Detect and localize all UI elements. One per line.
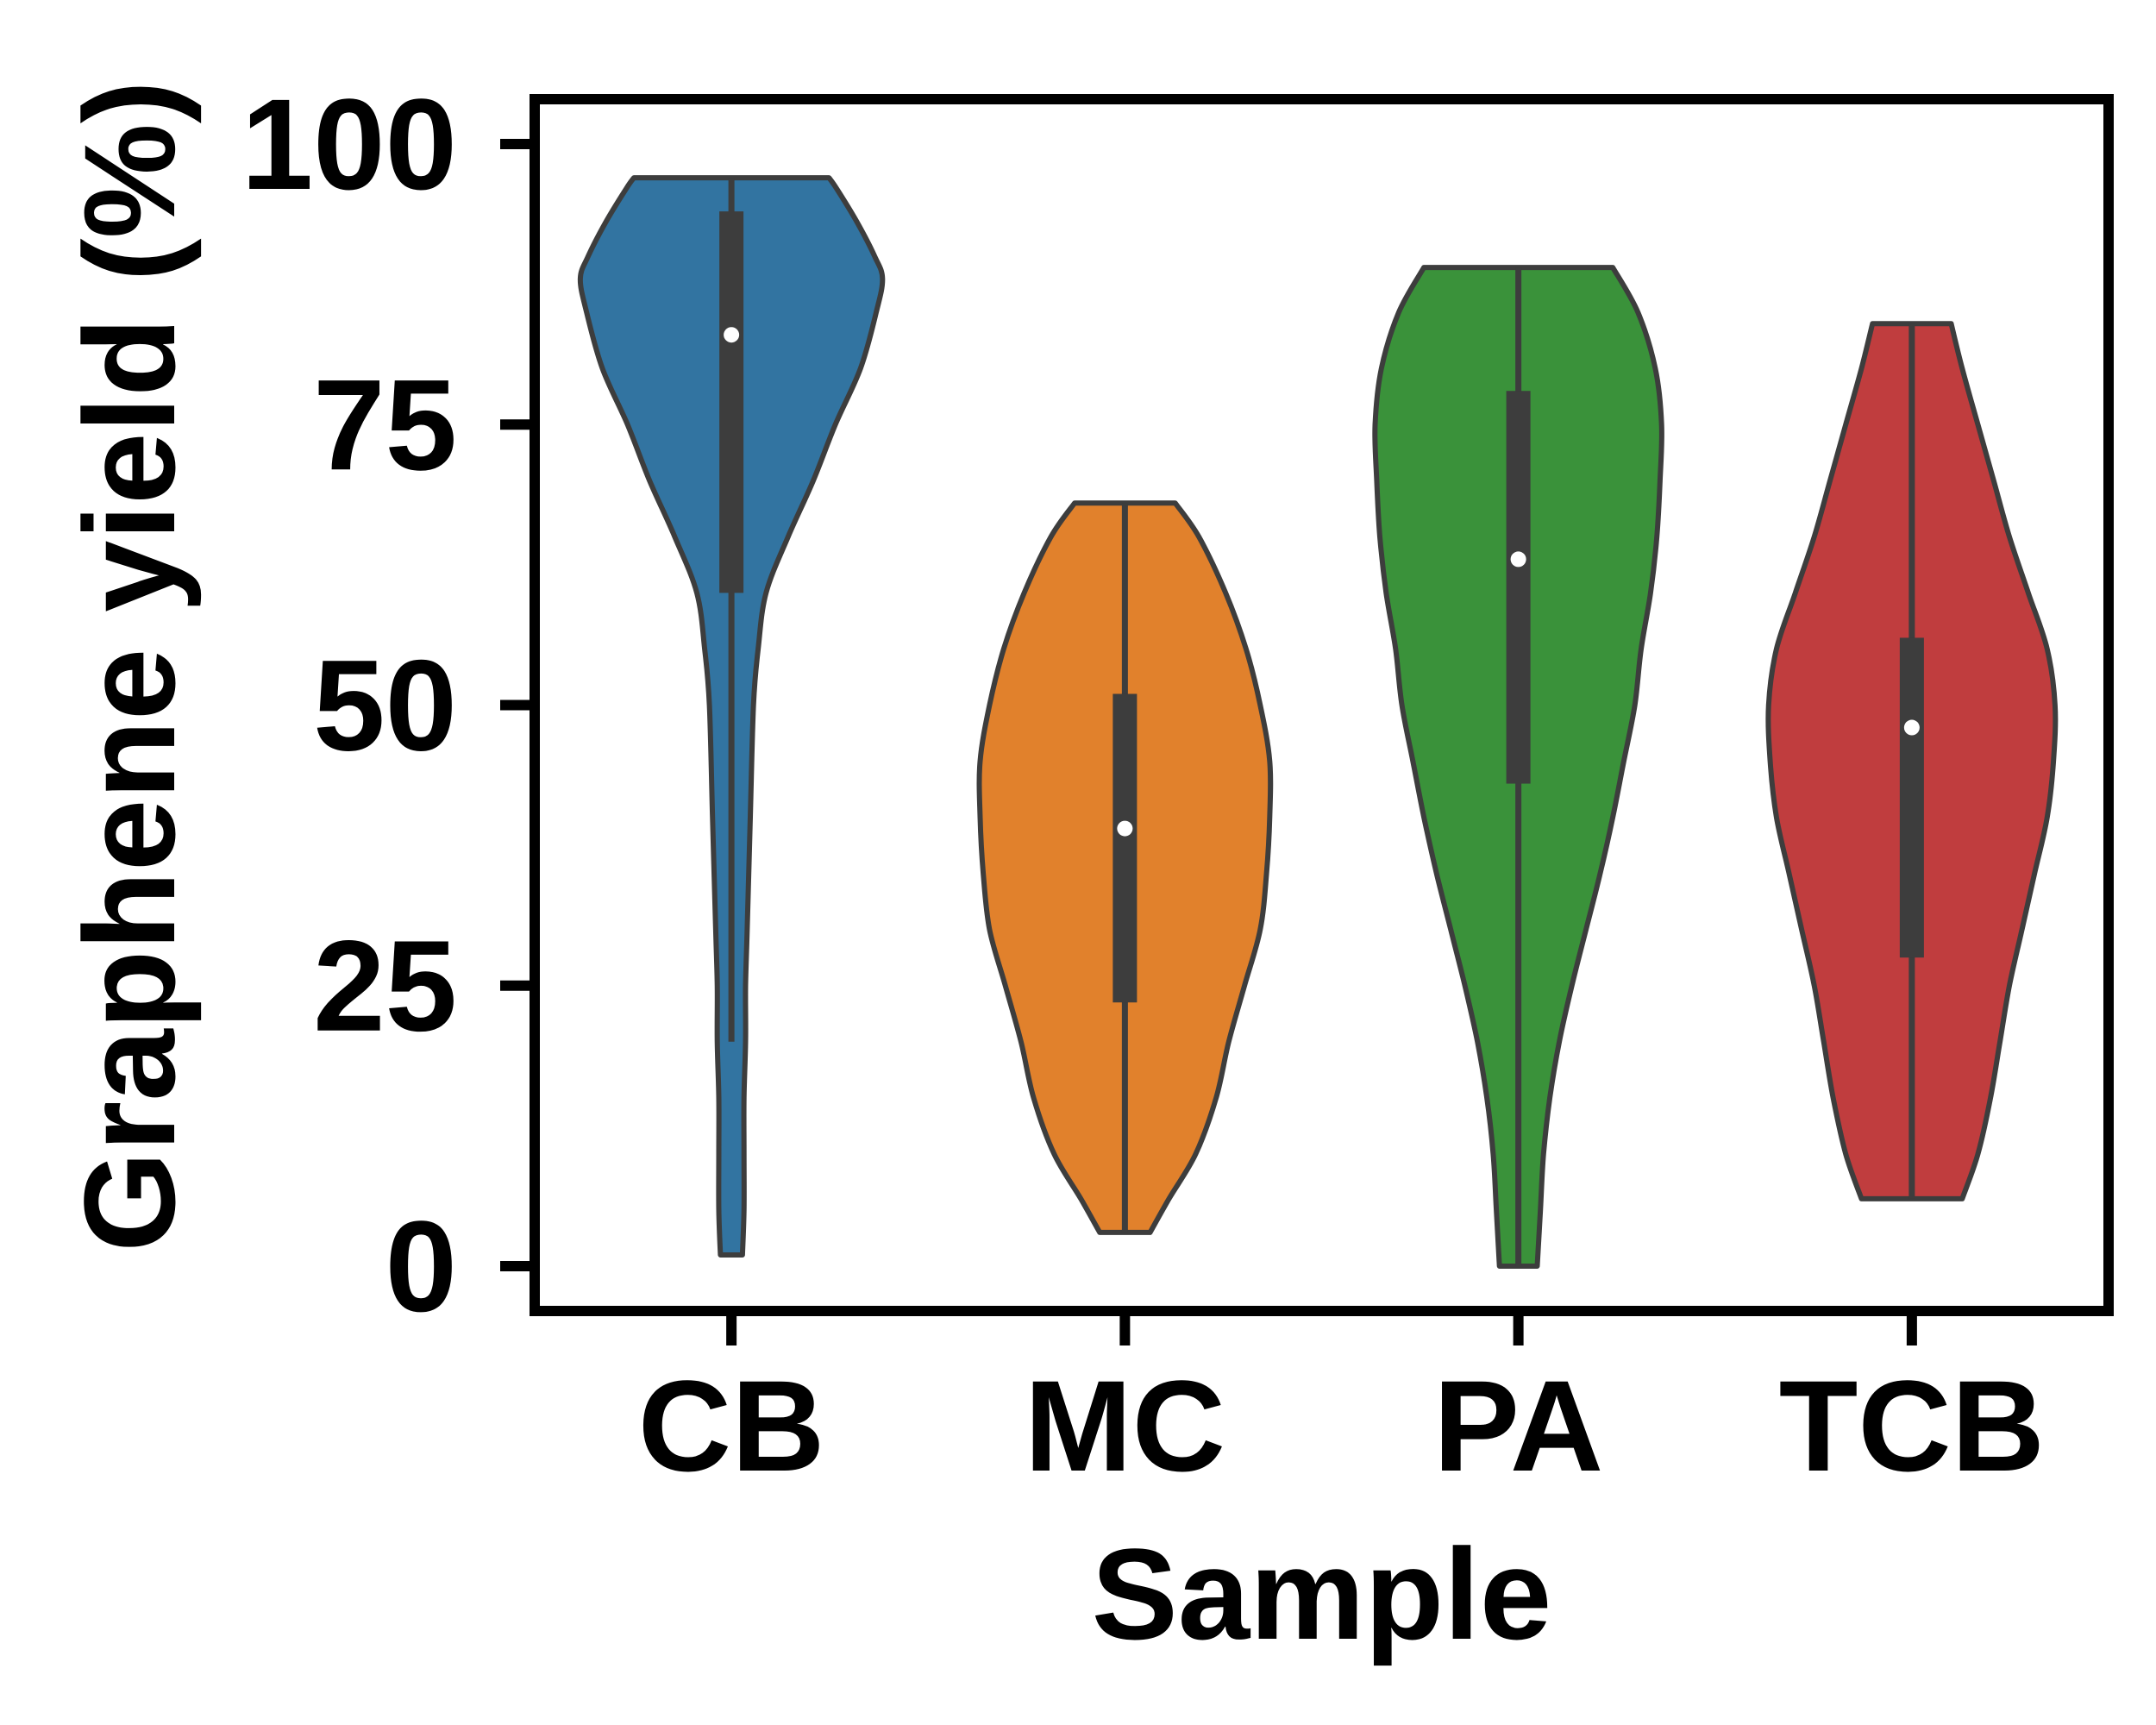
x-tick-label: TCB bbox=[1779, 1353, 2045, 1498]
y-tick-label: 25 bbox=[313, 913, 457, 1058]
iqr-box-mc bbox=[1112, 693, 1138, 1003]
median-point-pa bbox=[1510, 551, 1526, 568]
y-tick-label: 0 bbox=[385, 1194, 457, 1339]
x-axis: CB MC PA TCB bbox=[638, 1311, 2045, 1498]
violins-layer bbox=[577, 175, 2059, 1269]
iqr-box-cb bbox=[719, 211, 744, 593]
median-point-tcb bbox=[1903, 719, 1920, 736]
y-tick-label: 75 bbox=[313, 352, 457, 497]
iqr-box-tcb bbox=[1899, 637, 1924, 958]
y-axis-label: Graphene yield (%) bbox=[57, 80, 202, 1252]
y-axis: 0 25 50 75 100 bbox=[241, 72, 535, 1339]
y-tick-label: 50 bbox=[313, 633, 457, 778]
x-tick-label: CB bbox=[638, 1353, 825, 1498]
x-tick-label: MC bbox=[1025, 1353, 1225, 1498]
iqr-box-pa bbox=[1506, 391, 1531, 784]
median-point-mc bbox=[1117, 820, 1133, 837]
y-tick-label: 100 bbox=[241, 72, 457, 216]
x-axis-label: Sample bbox=[1092, 1521, 1552, 1666]
median-point-cb bbox=[724, 327, 740, 343]
x-tick-label: PA bbox=[1433, 1353, 1603, 1498]
